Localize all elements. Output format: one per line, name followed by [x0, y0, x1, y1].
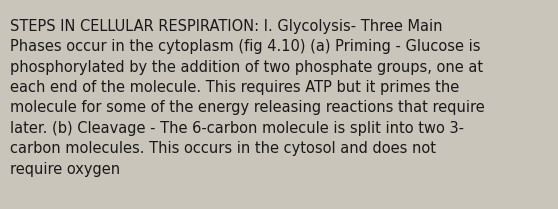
Text: STEPS IN CELLULAR RESPIRATION: I. Glycolysis- Three Main
Phases occur in the cyt: STEPS IN CELLULAR RESPIRATION: I. Glycol…: [10, 19, 485, 177]
